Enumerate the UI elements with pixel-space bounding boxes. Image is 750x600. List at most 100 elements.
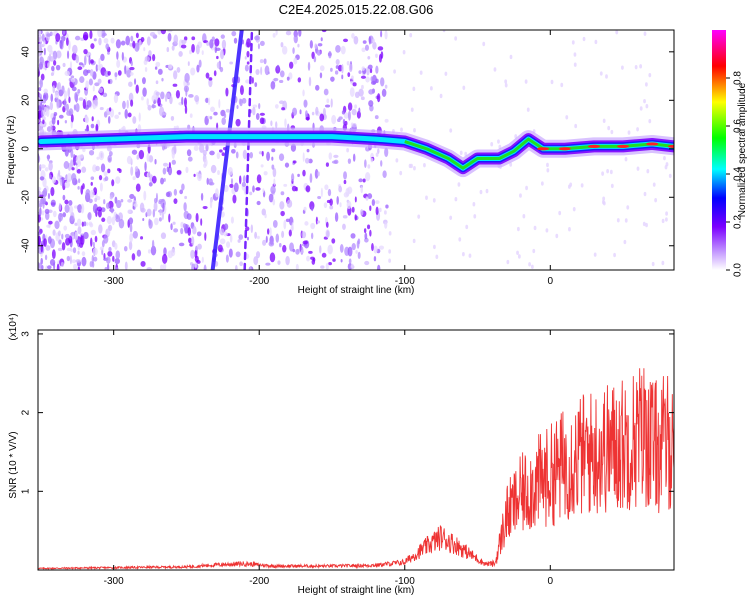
spectrogram-noise-speck bbox=[636, 166, 640, 171]
snr-x-axis-label: Height of straight line (km) bbox=[298, 585, 415, 596]
spectrogram-noise-speck bbox=[367, 56, 371, 60]
spectrogram-noise-speck bbox=[130, 166, 134, 176]
spectrogram-noise-speck bbox=[449, 215, 453, 220]
spectrogram-noise-speck bbox=[100, 163, 106, 173]
spectrogram-noise-speck bbox=[41, 210, 45, 216]
spectrogram-noise-speck bbox=[50, 124, 53, 133]
spectrogram-noise-speck bbox=[435, 254, 439, 260]
spectrogram-noise-speck bbox=[303, 206, 307, 211]
spectrogram-noise-speck bbox=[314, 168, 319, 179]
spectrogram-noise-speck bbox=[79, 76, 85, 84]
spectrogram-noise-speck bbox=[295, 263, 299, 270]
spectrogram-noise-speck bbox=[235, 151, 239, 159]
spectrogram-noise-speck bbox=[509, 54, 513, 60]
spectrogram-noise-speck bbox=[601, 199, 605, 205]
spectrogram-noise-speck bbox=[47, 44, 53, 53]
spectrogram-noise-speck bbox=[365, 196, 369, 201]
spectrogram-noise-speck bbox=[275, 233, 280, 243]
spectrogram-noise-speck bbox=[75, 259, 81, 263]
spectrogram-noise-speck bbox=[516, 226, 520, 232]
spectrogram-noise-speck bbox=[335, 44, 341, 53]
spectrogram-noise-speck bbox=[324, 184, 329, 191]
spectrogram-noise-speck bbox=[130, 99, 134, 107]
spectrogram-noise-speck bbox=[142, 77, 146, 85]
spectrogram-noise-speck bbox=[90, 43, 95, 49]
spectrogram-noise-speck bbox=[263, 171, 268, 176]
spectrogram-noise-speck bbox=[230, 216, 234, 224]
spectrogram-noise-speck bbox=[75, 102, 80, 113]
spectrogram-noise-speck bbox=[384, 84, 388, 89]
spectrogram-noise-speck bbox=[482, 41, 486, 47]
spectrogram-noise-speck bbox=[292, 160, 297, 164]
spectrogram-noise-speck bbox=[62, 62, 66, 68]
spectrogram-noise-speck bbox=[241, 97, 247, 104]
spectrogram-noise-speck bbox=[138, 149, 145, 160]
colorbar-tick-label: 0.8 bbox=[733, 71, 744, 85]
spectrogram-noise-speck bbox=[223, 231, 228, 237]
spectrogram-noise-speck bbox=[342, 223, 346, 230]
spectrogram-noise-speck bbox=[223, 223, 229, 230]
spectrogram-noise-speck bbox=[48, 161, 53, 171]
spectrogram-noise-speck bbox=[129, 233, 133, 243]
spectrogram-noise-speck bbox=[348, 63, 353, 73]
spectrogram-noise-speck bbox=[71, 259, 76, 264]
spectrogram-noise-speck bbox=[624, 157, 628, 162]
spectrogram-noise-speck bbox=[303, 99, 308, 108]
spectrogram-noise-speck bbox=[45, 211, 50, 221]
spectrogram-noise-speck bbox=[272, 32, 276, 38]
snr-series-line bbox=[38, 368, 674, 570]
spectrogram-ridge-peak bbox=[617, 144, 630, 148]
spectrogram-noise-speck bbox=[292, 47, 295, 55]
spectrogram-noise-speck bbox=[343, 38, 349, 43]
spectrogram-noise-speck bbox=[449, 128, 453, 133]
spectrogram-noise-speck bbox=[154, 159, 157, 165]
spectrogram-noise-speck bbox=[374, 115, 379, 120]
spectrogram-noise-speck bbox=[77, 250, 80, 255]
spectrogram-noise-speck bbox=[419, 70, 423, 75]
spectrogram-noise-speck bbox=[47, 236, 52, 244]
spectrogram-noise-speck bbox=[63, 161, 70, 169]
spectrogram-noise-speck bbox=[277, 260, 281, 265]
spectrogram-noise-speck bbox=[56, 50, 62, 59]
spectrogram-x-ticks: -300 -200 -100 0 bbox=[104, 30, 554, 287]
spectrogram-ridge-peak bbox=[537, 147, 550, 151]
spectrogram-noise-speck bbox=[38, 87, 42, 92]
spectrogram-x-tick-label: -100 bbox=[395, 276, 415, 287]
spectrogram-noise-speck bbox=[385, 204, 389, 209]
spectrogram-noise-speck bbox=[417, 214, 421, 219]
spectrogram-noise-speck bbox=[259, 59, 264, 64]
spectrogram-noise-speck bbox=[40, 164, 46, 169]
spectrogram-noise-speck bbox=[167, 32, 172, 42]
spectrogram-noise-speck bbox=[370, 157, 374, 163]
snr-x-tick-label: -300 bbox=[104, 576, 124, 587]
spectrogram-noise-speck bbox=[275, 30, 278, 36]
spectrogram-noise-speck bbox=[327, 244, 333, 255]
spectrogram-noise-speck bbox=[336, 196, 339, 205]
spectrogram-noise-speck bbox=[642, 221, 646, 227]
spectrogram-noise-speck bbox=[320, 187, 323, 198]
spectrogram-noise-speck bbox=[64, 70, 70, 77]
spectrogram-noise-speck bbox=[74, 222, 78, 226]
spectrogram-noise-speck bbox=[497, 139, 500, 144]
spectrogram-noise-speck bbox=[124, 261, 128, 270]
spectrogram-noise-speck bbox=[115, 200, 122, 209]
spectrogram-frame bbox=[37, 29, 675, 271]
spectrogram-y-tick-label: 0 bbox=[21, 146, 32, 152]
spectrogram-noise-speck bbox=[321, 30, 327, 33]
spectrogram-noise-speck bbox=[393, 69, 396, 74]
spectrogram-noise-speck bbox=[59, 39, 63, 49]
spectrogram-noise-speck bbox=[96, 156, 100, 160]
spectrogram-noise-speck bbox=[316, 49, 322, 56]
spectrogram-noise-speck bbox=[546, 162, 549, 168]
spectrogram-noise-speck bbox=[371, 198, 376, 206]
spectrogram-noise-speck bbox=[155, 61, 161, 67]
spectrogram-noise-speck bbox=[54, 91, 60, 99]
spectrogram-streak bbox=[210, 30, 244, 270]
spectrogram-noise-speck bbox=[319, 113, 325, 122]
spectrogram-noise-speck bbox=[624, 218, 628, 223]
spectrogram-noise-speck bbox=[194, 261, 197, 269]
spectrogram-noise-speck bbox=[334, 70, 339, 75]
spectrogram-noise-speck bbox=[130, 35, 134, 42]
spectrogram-noise-speck bbox=[56, 83, 60, 90]
spectrogram-noise-speck bbox=[229, 234, 233, 243]
